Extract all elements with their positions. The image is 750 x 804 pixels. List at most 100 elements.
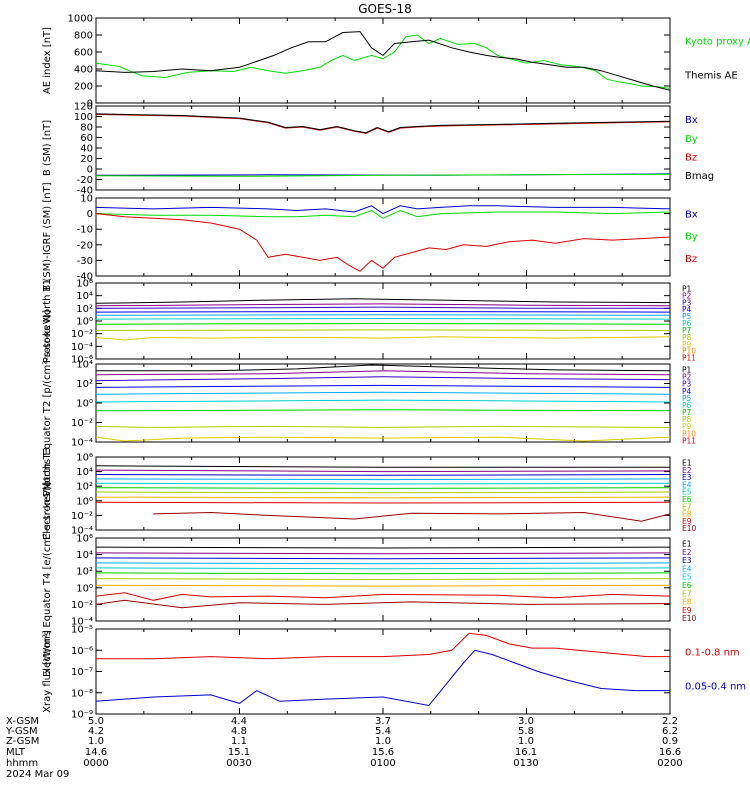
panel-frame: [95, 17, 671, 104]
y-tick-label: 10⁶: [76, 534, 93, 545]
panel-xray-flux: 10⁻⁹ 10⁻⁸ 10⁻⁷ 10⁻⁶ 10⁻⁵ Xray flux [W/m²] 0.1-…: [42, 625, 746, 721]
legend-entry: P11: [682, 436, 696, 445]
series-line-e3: [95, 474, 671, 476]
legend-entry: P8: [682, 333, 692, 342]
y-tick-label: 1000: [68, 14, 93, 25]
panel-electrons-equator-t4: 10⁻⁴ 10⁻² 10⁰ 10² 10⁴ 10⁶ Electrons Equator T4…: [42, 482, 697, 677]
legend-entry: 0.1-0.8 nm: [685, 647, 740, 658]
legend-entry: Bx: [685, 115, 698, 126]
y-tick-label: 10⁰: [76, 317, 93, 328]
y-tick-label: 10⁰: [76, 399, 93, 410]
series-line-themis-ae: [95, 31, 671, 91]
series-line-bz: [95, 113, 671, 134]
legend-entry: P9: [682, 422, 692, 431]
series-line-by: [95, 209, 671, 219]
series-line-e4: [95, 562, 671, 565]
series-line-p2: [95, 370, 671, 376]
legend-entry: E7: [682, 589, 692, 598]
y-tick-label: 10⁶: [76, 279, 93, 290]
panel-frame: [95, 628, 671, 715]
y-tick-label: 10⁻⁶: [71, 355, 93, 366]
y-axis-label: B (SM)-IGRF (SM) [nT]: [42, 182, 53, 291]
y-tick-label: 10²: [76, 482, 93, 493]
y-tick-label: 60: [80, 133, 93, 144]
series-line-e3: [95, 557, 671, 560]
y-tick-label: 10⁴: [76, 291, 93, 302]
legend-entry: P11: [682, 354, 696, 363]
panel-frame: [95, 105, 671, 191]
y-tick-label: 10⁻⁹: [71, 710, 93, 721]
ephemeris-value: 1.0: [88, 736, 104, 747]
series-line-p4: [95, 384, 671, 388]
legend-entry: E6: [682, 581, 692, 590]
ephemeris-value: 0.9: [662, 736, 678, 747]
series-line-p9: [95, 336, 671, 341]
y-tick-label: -40: [77, 272, 93, 283]
y-axis-label: AE index [nT]: [42, 27, 53, 94]
series-line-e2: [95, 552, 671, 555]
legend-entry: P2: [682, 373, 692, 382]
series-line-p3: [95, 376, 671, 382]
legend-entry: P6: [682, 401, 692, 410]
ephemeris-value: 15.1: [228, 747, 250, 758]
legend-entry: By: [685, 134, 698, 145]
y-tick-label: 10⁻⁴: [71, 342, 93, 353]
ephemeris-value: 5.0: [88, 716, 104, 727]
series-line-p4: [95, 310, 671, 313]
panel-frame: [95, 197, 671, 277]
legend-entry: P8: [682, 415, 692, 424]
legend-entry: E4: [682, 480, 692, 489]
series-line-p5: [95, 314, 671, 316]
y-tick-label: 0: [87, 99, 93, 110]
panel-frame: [95, 456, 671, 531]
legend-entry: Bmag: [685, 171, 714, 182]
series-line-e2: [95, 469, 671, 473]
y-tick-label: 10⁻⁵: [71, 625, 93, 636]
series-line-p6: [95, 399, 671, 403]
ephemeris-value: 6.2: [662, 726, 678, 737]
series-line-e1: [95, 465, 670, 468]
y-tick-label: 20: [80, 154, 93, 165]
series-line-p3: [95, 306, 670, 309]
y-axis-label: Protons North T1: [42, 279, 53, 363]
ephemeris-value: 4.8: [231, 726, 247, 737]
ephemeris-row-label: hhmm: [6, 758, 38, 769]
legend-entry: E9: [682, 517, 692, 526]
legend-entry: E4: [682, 564, 692, 573]
panel-frame: [95, 363, 671, 443]
legend-entry: P3: [682, 380, 692, 389]
y-tick-label: 10⁻⁶: [71, 646, 93, 657]
ephemeris-value: 5.4: [375, 726, 391, 737]
y-tick-label: 10⁻⁴: [71, 617, 93, 628]
y-tick-label: 10⁻⁴: [71, 526, 93, 537]
legend-entry: P1: [682, 366, 692, 375]
y-tick-label: 10⁻²: [71, 418, 93, 429]
series-line-p6: [95, 317, 671, 320]
y-tick-label: -30: [77, 256, 93, 267]
series-line-p8: [95, 425, 671, 428]
y-tick-label: 400: [74, 65, 93, 76]
ephemeris-value: 15.6: [372, 747, 394, 758]
legend-entry: E6: [682, 495, 692, 504]
ephemeris-value: 2.2: [662, 716, 678, 727]
series-line-0-05-0-4-nm: [95, 649, 670, 707]
series-line-p7: [95, 322, 671, 325]
legend-entry: E8: [682, 598, 692, 607]
y-tick-label: -40: [77, 186, 93, 197]
series-line-p5: [95, 391, 671, 395]
ephemeris-value: 16.1: [515, 747, 537, 758]
ephemeris-value: 3.0: [518, 716, 534, 727]
y-tick-label: 10: [80, 194, 93, 205]
legend-entry: Bx: [685, 209, 698, 220]
panel-ae-index: 0 200 400 600 800 1000 AE index [nT] Kyoto prox…: [42, 14, 750, 110]
legend-entry: P4: [682, 387, 692, 396]
legend-entry: Themis AE: [684, 70, 738, 81]
legend-entry: P7: [682, 408, 692, 417]
ephemeris-value: 1.1: [231, 736, 247, 747]
legend-entry: P1: [682, 285, 692, 294]
legend-entry: P10: [682, 347, 696, 356]
